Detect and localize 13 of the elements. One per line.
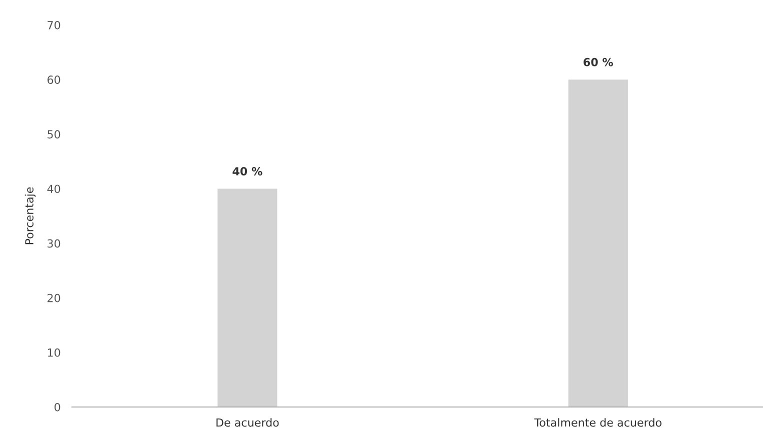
data-label: 60 % bbox=[584, 58, 614, 66]
x-tick-label: Totalmente de acuerdo bbox=[534, 418, 662, 427]
y-tick-label: 60 bbox=[48, 76, 60, 84]
y-tick-label: 70 bbox=[48, 20, 60, 30]
y-tick-label: 50 bbox=[48, 130, 60, 139]
y-tick-label: 20 bbox=[48, 294, 60, 302]
x-tick-label: De acuerdo bbox=[216, 418, 279, 427]
y-tick-label: 30 bbox=[48, 239, 60, 248]
y-tick-label: 40 bbox=[47, 184, 60, 194]
y-tick-label: 0 bbox=[54, 402, 60, 412]
y-tick-label: 10 bbox=[48, 348, 60, 357]
data-label: 40 % bbox=[232, 167, 262, 176]
y-axis-title: Porcentaje bbox=[24, 187, 36, 244]
